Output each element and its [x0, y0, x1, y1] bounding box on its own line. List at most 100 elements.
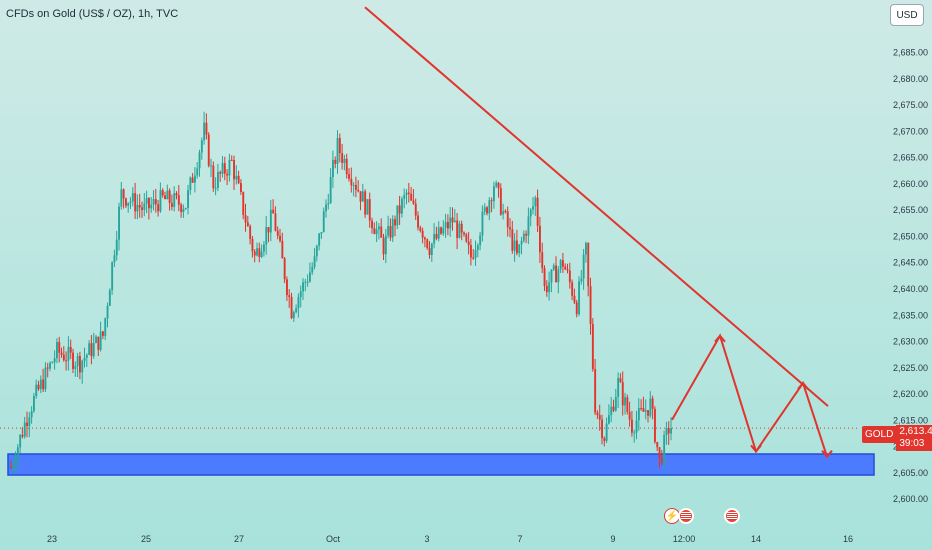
candle-body: [251, 238, 254, 252]
candle-body: [175, 193, 178, 196]
candle-body: [83, 357, 86, 361]
candle-body: [456, 220, 459, 238]
candle-body: [304, 281, 307, 283]
candle-body: [120, 189, 123, 207]
candle-body: [502, 211, 505, 215]
candle-body: [286, 279, 288, 296]
candle-body: [150, 204, 153, 209]
candle-body: [424, 237, 426, 240]
time-axis[interactable]: 23 25 27 Oct 3 7 9 12:00 14 16: [47, 534, 853, 544]
candle-body: [412, 200, 415, 204]
candle-body: [113, 255, 116, 263]
candle-body: [200, 140, 203, 153]
price-tick-label: 2,615.00: [893, 415, 928, 425]
candle-body: [626, 397, 629, 412]
candle-body: [49, 362, 51, 369]
candle-body: [612, 406, 615, 411]
candle-body: [253, 251, 256, 256]
candle-body: [53, 358, 56, 363]
candle-body: [56, 341, 58, 359]
candle-body: [628, 411, 631, 420]
candle-body: [164, 195, 166, 200]
candle-body: [421, 230, 424, 238]
arrowhead: [714, 334, 726, 343]
candle-body: [610, 406, 613, 416]
projection-arrow: [714, 334, 833, 459]
resistance-trendline[interactable]: [364, 6, 829, 407]
candle-body: [210, 165, 212, 167]
candle-body: [518, 244, 521, 254]
flash-icon[interactable]: ⚡: [664, 508, 680, 524]
candle-body: [548, 282, 551, 293]
price-tick-label: 2,685.00: [893, 48, 928, 58]
candle-body: [511, 229, 514, 251]
candle-body: [37, 384, 40, 390]
candle-body: [19, 434, 22, 448]
candle-body: [313, 256, 316, 268]
candle-body: [398, 205, 401, 214]
candle-body: [187, 190, 189, 208]
candle-body: [99, 331, 102, 350]
us-flag-icon[interactable]: [678, 508, 694, 524]
projection-path[interactable]: [671, 333, 828, 457]
candle-body: [564, 266, 567, 270]
candle-body: [493, 186, 495, 202]
candle-body: [136, 204, 139, 212]
price-tick-label: 2,625.00: [893, 363, 928, 373]
candle-body: [338, 138, 341, 154]
candle-body: [419, 227, 422, 231]
price-tag-price: 2,613.43: [899, 426, 932, 437]
candle-body: [180, 204, 183, 213]
candle-body: [265, 227, 268, 245]
support-zone[interactable]: [7, 453, 875, 476]
candle-body: [449, 217, 452, 229]
candle-body: [329, 177, 332, 203]
candle-body: [380, 226, 383, 238]
candle-body: [637, 408, 640, 421]
candle-body: [23, 422, 26, 437]
candle-body: [444, 221, 447, 228]
candle-body: [72, 352, 74, 369]
arrowhead: [797, 381, 809, 390]
candle-body: [350, 178, 353, 186]
candle-body: [145, 198, 148, 204]
time-tick-label: 25: [141, 534, 151, 544]
candle-body: [368, 199, 371, 221]
candle-body: [578, 281, 580, 315]
candle-body: [483, 207, 486, 212]
price-tick-label: 2,640.00: [893, 284, 928, 294]
candle-body: [495, 182, 498, 187]
candle-body: [658, 447, 661, 458]
candle-body: [355, 184, 357, 190]
candle-body: [228, 159, 231, 176]
candle-body: [670, 428, 672, 434]
candle-body: [299, 291, 302, 298]
candle-body: [608, 415, 610, 424]
candle-body: [334, 159, 337, 164]
candle-body: [131, 193, 134, 202]
price-tick-label: 2,650.00: [893, 231, 928, 241]
candle-body: [159, 190, 162, 212]
time-tick-label: 14: [751, 534, 761, 544]
candle-body: [470, 245, 472, 258]
candle-body: [16, 447, 19, 462]
candle-body: [587, 242, 590, 287]
currency-button[interactable]: USD: [890, 4, 924, 26]
candle-body: [481, 211, 484, 236]
candle-body: [647, 410, 649, 416]
candle-body: [451, 217, 454, 223]
candle-body: [384, 235, 387, 255]
candle-body: [433, 234, 436, 244]
candle-body: [437, 227, 440, 239]
last-price-label: GOLD 2,613.43 39:03: [862, 425, 932, 451]
candle-body: [35, 384, 38, 397]
candle-body: [58, 341, 61, 353]
candle-body: [106, 305, 109, 319]
us-flag-icon[interactable]: [724, 508, 740, 524]
candle-body: [513, 240, 516, 251]
candle-body: [214, 187, 217, 189]
candle-body: [302, 282, 304, 292]
candle-body: [118, 206, 120, 240]
candle-body: [90, 343, 93, 357]
